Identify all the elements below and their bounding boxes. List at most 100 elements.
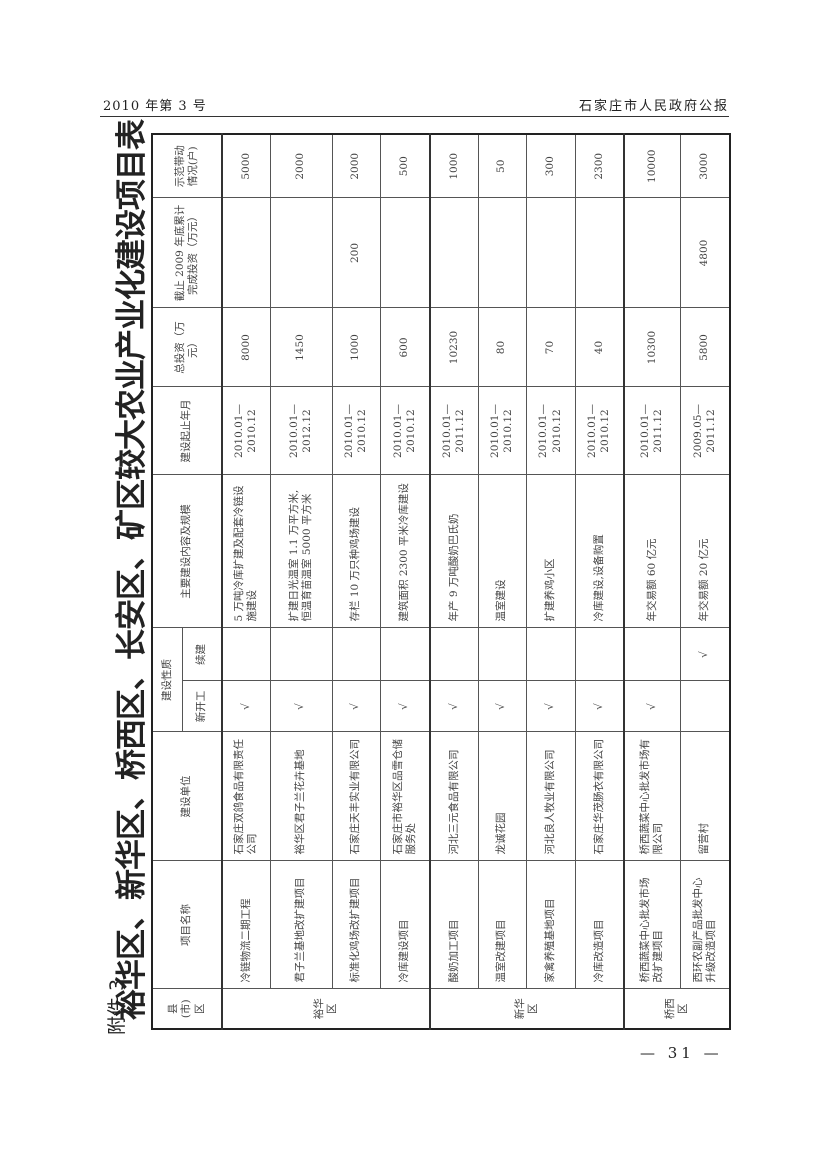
period-cell: 2010.01—2010.12	[478, 387, 526, 475]
page-title: 裕华区、新华区、桥西区、长安区、矿区较大农业产业化建设项目表	[114, 120, 150, 1020]
unit-cell: 河北良人牧业有限公司	[526, 732, 575, 861]
unit-cell: 龙诚花园	[478, 732, 526, 861]
district-cell: 桥西区	[624, 989, 730, 1029]
unit-cell: 桥西蔬菜中心批发市场有限公司	[624, 732, 680, 861]
unit-cell: 石家庄天丰实业有限公司	[332, 732, 380, 861]
project-cell: 温室改建项目	[478, 861, 526, 989]
completed-cell	[624, 198, 680, 308]
total-cell: 40	[575, 308, 624, 387]
continued-cell	[270, 628, 332, 681]
table-row: 标准化鸡场改扩建项目 石家庄天丰实业有限公司 √ 存栏 10 万只种鸡场建设 2010.…	[332, 134, 380, 1029]
unit-cell: 石家庄双鸽食品有限责任公司	[222, 732, 270, 861]
households-cell: 10000	[624, 134, 680, 198]
project-cell: 酸奶加工项目	[430, 861, 478, 989]
total-cell: 70	[526, 308, 575, 387]
completed-cell	[478, 198, 526, 308]
unit-cell: 石家庄市裕华区品雪仓储服务处	[380, 732, 430, 861]
header-completed: 截止 2009 年底累计完成投资（万元）	[152, 198, 222, 308]
header-district: 县(市)区	[152, 989, 222, 1029]
total-cell: 1450	[270, 308, 332, 387]
content-cell: 扩建日光温室 1.1 万平方米,恒温育苗温室 5000 平方米	[270, 475, 332, 628]
new-cell: √	[380, 681, 430, 732]
households-cell: 50	[478, 134, 526, 198]
content-cell: 建筑面积 2300 平米冷库建设	[380, 475, 430, 628]
continued-cell	[526, 628, 575, 681]
period-cell: 2010.01—2010.12	[222, 387, 270, 475]
header-total: 总投资（万元）	[152, 308, 222, 387]
project-cell: 冷库改造项目	[575, 861, 624, 989]
project-cell: 冷链物流二期工程	[222, 861, 270, 989]
total-cell: 10230	[430, 308, 478, 387]
households-cell: 300	[526, 134, 575, 198]
households-cell: 2000	[270, 134, 332, 198]
households-cell: 2300	[575, 134, 624, 198]
period-cell: 2010.01—2012.12	[270, 387, 332, 475]
completed-cell	[270, 198, 332, 308]
continued-cell	[624, 628, 680, 681]
page-number: — 31 —	[640, 1044, 723, 1062]
completed-cell	[222, 198, 270, 308]
continued-cell	[430, 628, 478, 681]
total-cell: 1000	[332, 308, 380, 387]
table-row: 冷库改造项目 石家庄华茂肠衣有限公司 √ 冷库建设,设备购置 2010.01—2010.…	[575, 134, 624, 1029]
households-cell: 1000	[430, 134, 478, 198]
completed-cell	[380, 198, 430, 308]
new-cell: √	[575, 681, 624, 732]
rotated-content: 附件 3 裕华区、新华区、桥西区、长安区、矿区较大农业产业化建设项目表 县(市)…	[100, 120, 731, 1040]
project-cell: 冷库建设项目	[380, 861, 430, 989]
total-cell: 10300	[624, 308, 680, 387]
project-table: 县(市)区 项目名称 建设单位 建设性质 主要建设内容及规模 建设起止年月 总投…	[151, 133, 731, 1030]
new-cell: √	[270, 681, 332, 732]
period-cell: 2010.01—2010.12	[526, 387, 575, 475]
new-cell: √	[222, 681, 270, 732]
period-cell: 2010.01—2011.12	[624, 387, 680, 475]
households-cell: 2000	[332, 134, 380, 198]
header-divider	[100, 116, 729, 117]
project-cell: 标准化鸡场改扩建项目	[332, 861, 380, 989]
table-row: 君子兰基地改扩建项目 裕华区君子兰花卉基地 √ 扩建日光温室 1.1 万平方米,恒温育…	[270, 134, 332, 1029]
total-cell: 80	[478, 308, 526, 387]
header-nature: 建设性质	[152, 628, 182, 732]
completed-cell: 200	[332, 198, 380, 308]
header-unit: 建设单位	[152, 732, 222, 861]
table-row: 桥西区 桥西蔬菜中心批发市场改扩建项目 桥西蔬菜中心批发市场有限公司 √ 年交易额 60…	[624, 134, 730, 1029]
content-cell: 冷库建设,设备购置	[575, 475, 624, 628]
project-cell: 西环农副产品批发中心升级改造项目	[680, 861, 730, 989]
header-continued: 续建	[182, 628, 222, 681]
table-row: 西环农副产品批发中心升级改造项目 留营村 √ 年交易额 20 亿元 2009.05—20…	[680, 134, 730, 1029]
header-period: 建设起止年月	[152, 387, 222, 475]
new-cell	[680, 681, 730, 732]
content-cell: 年产 9 万吨酸奶巴氏奶	[430, 475, 478, 628]
completed-cell: 4800	[680, 198, 730, 308]
district-cell: 裕华区	[222, 989, 430, 1029]
continued-cell	[478, 628, 526, 681]
households-cell: 3000	[680, 134, 730, 198]
period-cell: 2009.05—2011.12	[680, 387, 730, 475]
project-cell: 君子兰基地改扩建项目	[270, 861, 332, 989]
completed-cell	[575, 198, 624, 308]
period-cell: 2010.01—2011.12	[430, 387, 478, 475]
unit-cell: 石家庄华茂肠衣有限公司	[575, 732, 624, 861]
total-cell: 8000	[222, 308, 270, 387]
content-cell: 存栏 10 万只种鸡场建设	[332, 475, 380, 628]
project-cell: 桥西蔬菜中心批发市场改扩建项目	[624, 861, 680, 989]
new-cell: √	[526, 681, 575, 732]
unit-cell: 留营村	[680, 732, 730, 861]
content-cell: 5 万吨冷库扩建及配套冷链设施建设	[222, 475, 270, 628]
period-cell: 2010.01—2010.12	[332, 387, 380, 475]
continued-cell: √	[680, 628, 730, 681]
households-cell: 5000	[222, 134, 270, 198]
new-cell: √	[478, 681, 526, 732]
content-cell: 年交易额 20 亿元	[680, 475, 730, 628]
table-row: 裕华区 冷链物流二期工程 石家庄双鸽食品有限责任公司 √ 5 万吨冷库扩建及配套冷链设施…	[222, 134, 430, 1029]
new-cell: √	[430, 681, 478, 732]
project-cell: 家禽养殖基地项目	[526, 861, 575, 989]
table-row: 新华区 酸奶加工项目 河北三元食品有限公司 √ 年产 9 万吨酸奶巴氏奶 2010.01—…	[430, 134, 624, 1029]
header-new: 新开工	[182, 681, 222, 732]
continued-cell	[222, 628, 270, 681]
unit-cell: 裕华区君子兰花卉基地	[270, 732, 332, 861]
unit-cell: 河北三元食品有限公司	[430, 732, 478, 861]
completed-cell	[526, 198, 575, 308]
table-row: 家禽养殖基地项目 河北良人牧业有限公司 √ 扩建养鸡小区 2010.01—2010.12…	[526, 134, 575, 1029]
district-cell: 新华区	[430, 989, 624, 1029]
